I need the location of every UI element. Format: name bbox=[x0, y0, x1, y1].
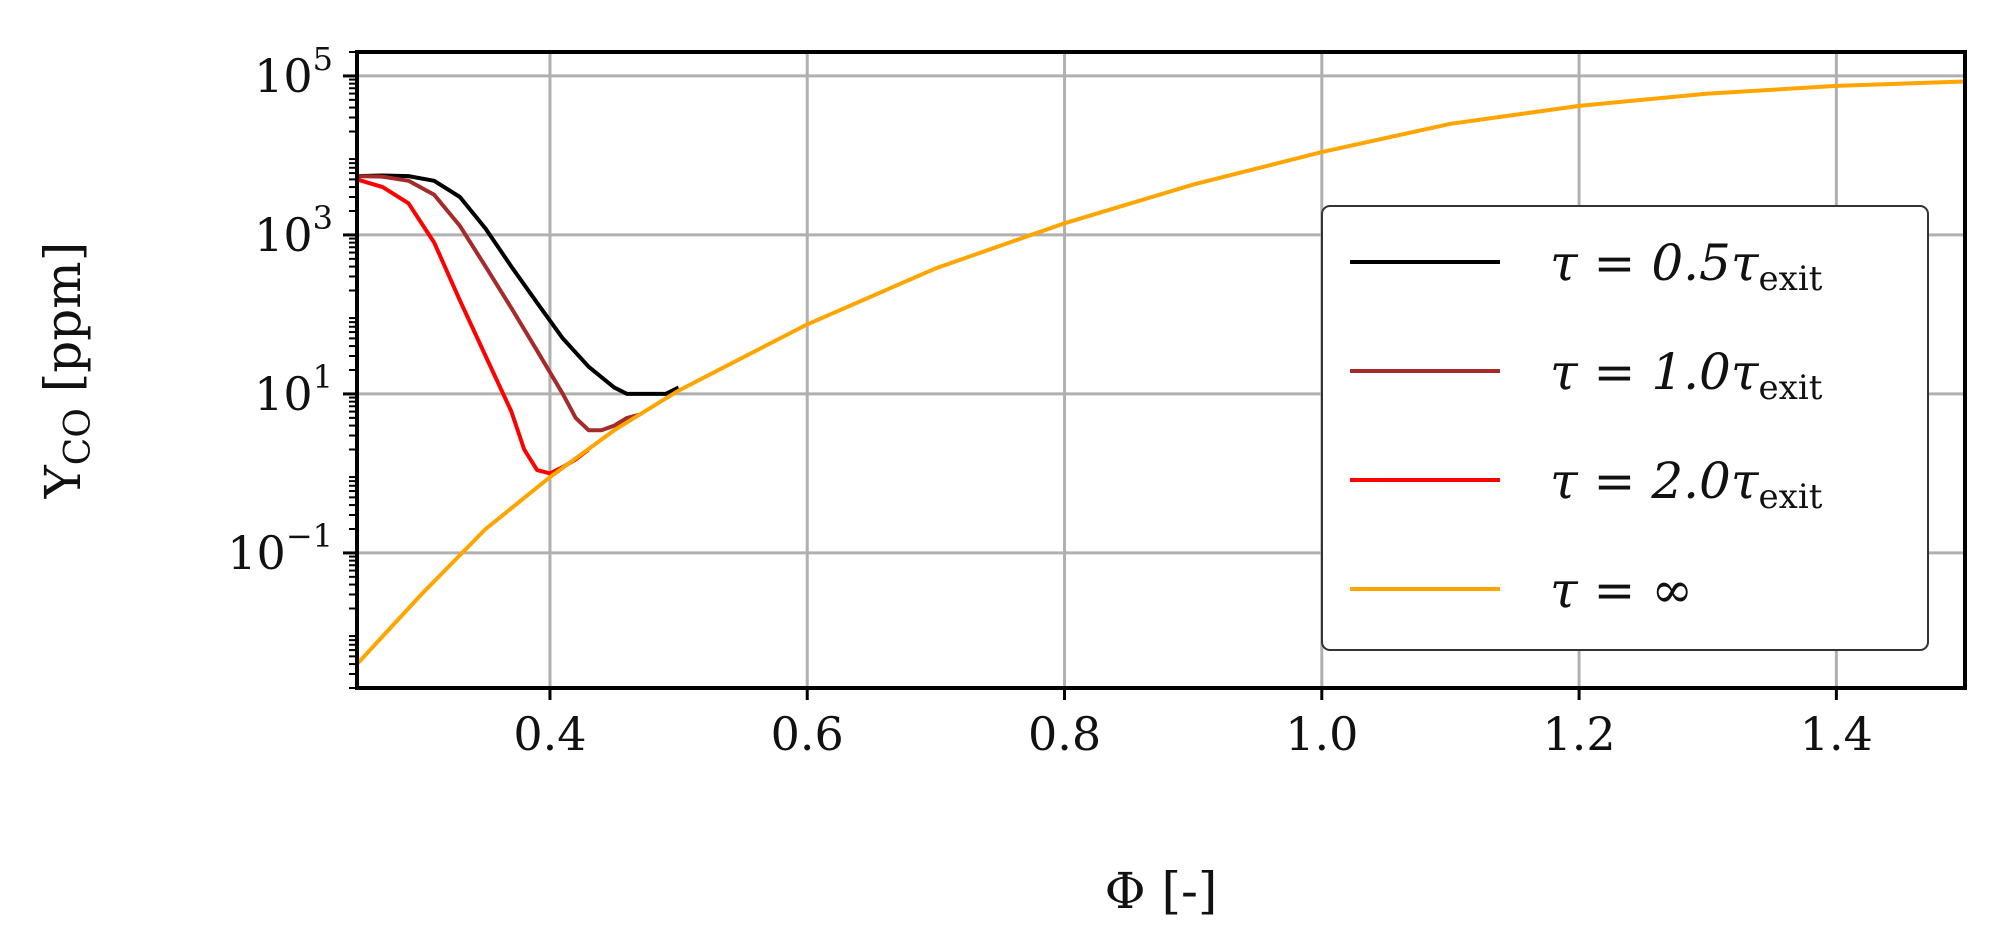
legend-label-2: τ = 2.0τexit bbox=[1550, 452, 1823, 517]
x-tick-label-5: 1.4 bbox=[1800, 707, 1873, 761]
series-line-0 bbox=[356, 173, 680, 396]
y-tick-label-3: 105 bbox=[254, 40, 333, 103]
y-tick-label-2: 103 bbox=[254, 199, 333, 262]
y-axis-label-main: Y bbox=[34, 464, 92, 499]
series-group bbox=[355, 79, 1966, 666]
legend-label-1: τ = 1.0τexit bbox=[1550, 343, 1823, 408]
tick-group: 0.4 0.6 0.8 1.0 1.2 1.4 10−1 101 103 105 bbox=[227, 40, 1873, 761]
y-tick-label-1: 101 bbox=[254, 358, 333, 421]
x-tick-label-3: 1.0 bbox=[1285, 707, 1358, 761]
y-axis-label: YCO [ppm] bbox=[34, 242, 99, 499]
legend: τ = 0.5τexit τ = 1.0τexit τ = 2.0τexit τ = … bbox=[1321, 205, 1929, 651]
x-axis-label: Φ [-] bbox=[1105, 862, 1218, 920]
y-tick-label-0: 10−1 bbox=[227, 517, 333, 580]
legend-label-3: τ = ∞ bbox=[1550, 561, 1693, 619]
x-tick-label-4: 1.2 bbox=[1543, 707, 1616, 761]
x-tick-label-1: 0.6 bbox=[771, 707, 844, 761]
series-line-3 bbox=[355, 79, 1966, 666]
x-tick-label-0: 0.4 bbox=[513, 707, 586, 761]
legend-box bbox=[1321, 205, 1929, 651]
y-axis-label-unit: [ppm] bbox=[34, 242, 92, 408]
series-line-1 bbox=[356, 174, 641, 433]
x-tick-label-2: 0.8 bbox=[1028, 707, 1101, 761]
legend-label-0: τ = 0.5τexit bbox=[1550, 234, 1823, 299]
y-axis-label-sub: CO bbox=[58, 408, 99, 465]
